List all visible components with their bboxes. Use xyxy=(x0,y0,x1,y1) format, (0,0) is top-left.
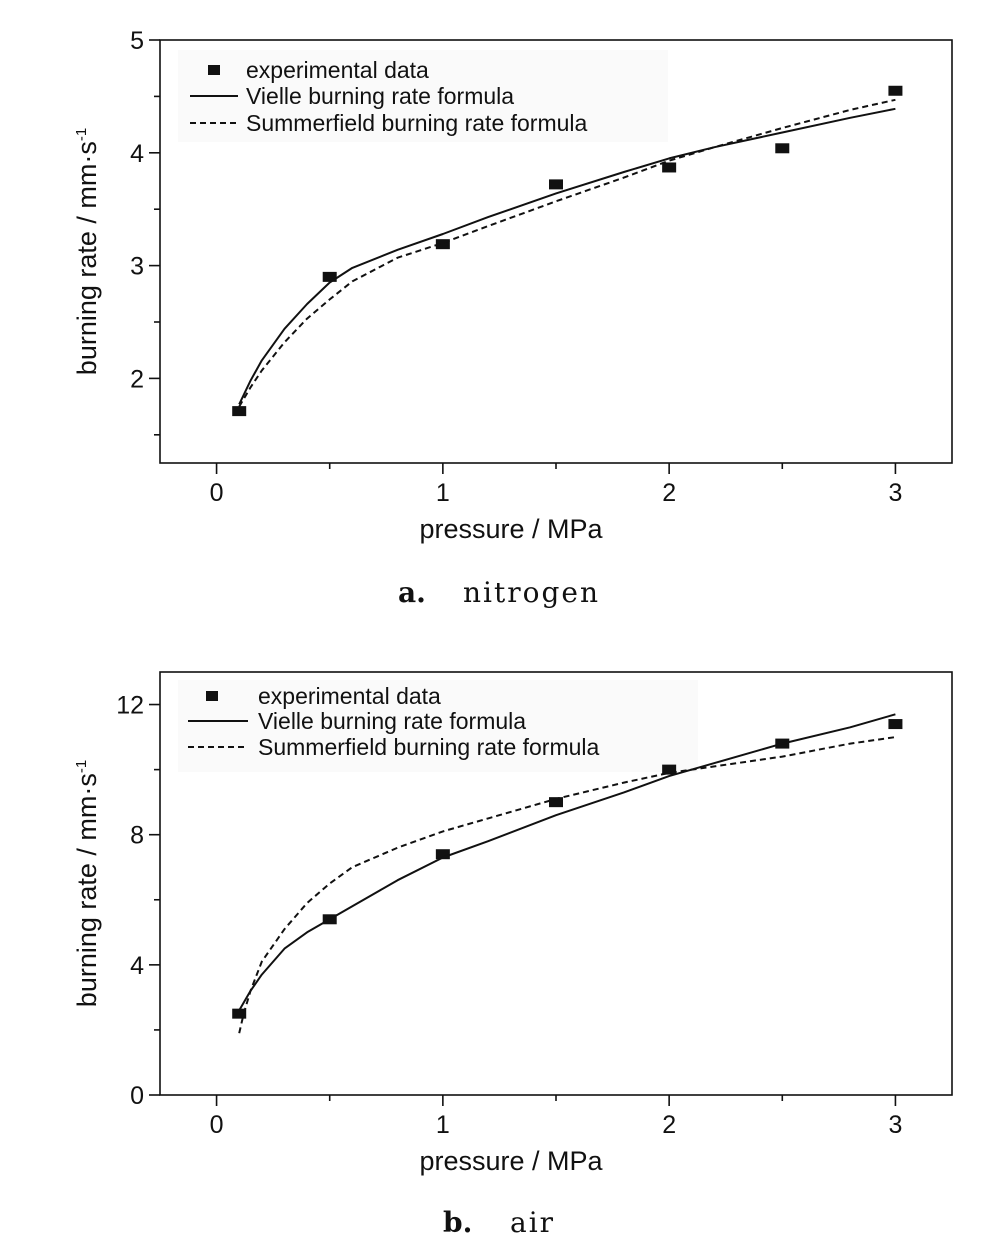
data-point-marker xyxy=(775,143,790,154)
data-point-marker xyxy=(888,719,903,730)
x-axis-title: pressure / MPa xyxy=(419,1146,603,1176)
legend-label: Summerfield burning rate formula xyxy=(258,734,600,760)
y-axis-title: burning rate / mm·s-1 xyxy=(72,128,102,375)
data-point-marker xyxy=(662,162,677,173)
legend-marker-icon xyxy=(206,691,218,701)
legend-label: experimental data xyxy=(258,683,441,709)
vielle-curve xyxy=(238,713,896,1011)
y-tick-label: 5 xyxy=(130,27,144,55)
data-point-marker xyxy=(232,1008,247,1019)
summerfield-curve xyxy=(238,98,896,408)
x-tick-label: 1 xyxy=(436,479,450,507)
data-point-marker xyxy=(549,797,563,808)
caption-text-nitrogen: nitrogen xyxy=(463,576,600,609)
y-tick-label: 4 xyxy=(130,952,144,980)
x-tick-label: 0 xyxy=(210,479,224,507)
data-point-marker xyxy=(322,271,337,282)
data-point-marker xyxy=(549,179,563,190)
caption-text-air: air xyxy=(510,1206,555,1239)
data-point-marker xyxy=(888,85,903,96)
y-tick-label: 12 xyxy=(116,692,144,720)
x-tick-label: 0 xyxy=(210,1111,224,1139)
y-tick-label: 8 xyxy=(130,822,144,850)
legend-label: experimental data xyxy=(246,57,429,83)
caption-letter-b: b. xyxy=(443,1206,472,1239)
vielle-curve xyxy=(238,107,896,405)
x-tick-label: 3 xyxy=(888,479,902,507)
legend-background xyxy=(178,680,698,772)
summerfield-curve xyxy=(238,736,896,1034)
x-tick-label: 3 xyxy=(888,1111,902,1139)
y-tick-label: 3 xyxy=(130,253,144,281)
y-tick-label: 2 xyxy=(130,365,144,393)
legend-background xyxy=(178,50,668,142)
x-tick-label: 1 xyxy=(436,1111,450,1139)
data-point-marker xyxy=(435,239,450,250)
y-axis-title: burning rate / mm·s-1 xyxy=(72,760,102,1007)
caption-letter-a: a. xyxy=(398,576,426,609)
legend-marker-icon xyxy=(208,65,220,75)
y-tick-label: 0 xyxy=(130,1082,144,1110)
data-point-marker xyxy=(662,764,677,775)
legend-label: Summerfield burning rate formula xyxy=(246,110,588,136)
legend-label: Vielle burning rate formula xyxy=(258,708,526,734)
x-tick-label: 2 xyxy=(662,479,676,507)
legend-label: Vielle burning rate formula xyxy=(246,83,514,109)
x-tick-label: 2 xyxy=(662,1111,676,1139)
data-point-marker xyxy=(435,849,450,860)
x-axis-title: pressure / MPa xyxy=(419,514,603,544)
y-tick-label: 4 xyxy=(130,140,144,168)
data-point-marker xyxy=(232,406,247,417)
chart-panel-nitrogen: 0 1 2 3 2 3 4 5 pressure / MPa burning rate / mm·… xyxy=(72,27,953,544)
